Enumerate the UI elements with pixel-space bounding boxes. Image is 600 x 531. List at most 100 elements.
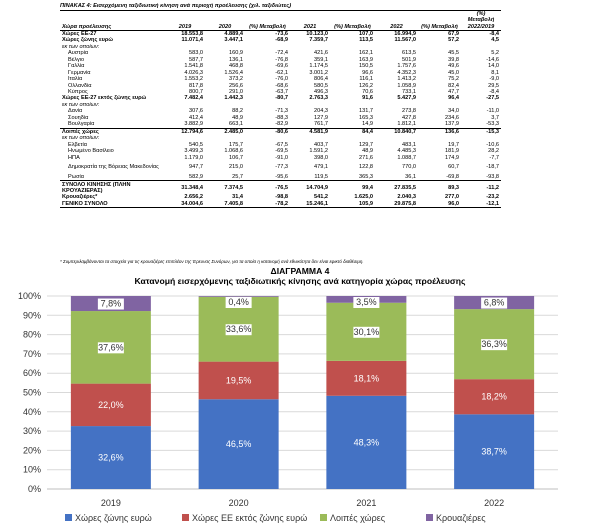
- table-cell: 39,8: [448, 56, 459, 63]
- table-cell: 817,8: [189, 82, 203, 89]
- table-row: Γερμανία 4.026,3 1.526,4 -62,1 3.001,2 96,6 4.…: [60, 70, 501, 76]
- data-label-box: [225, 297, 252, 308]
- table-cell: 99,4: [330, 180, 375, 195]
- table-cell: 96,4: [448, 95, 459, 102]
- table-cell: 11.567,0: [394, 37, 416, 44]
- table-header: Χώρα προέλευσης 2019 2020 (%) Μεταβολή 2021(…: [60, 10, 501, 31]
- table-cell: 1.812,1: [397, 121, 416, 128]
- table-cell: 1.174,5: [309, 63, 328, 70]
- table-cell: 45,0: [448, 69, 459, 76]
- table-cell: 126,2: [359, 82, 373, 89]
- table-row: Κρουαζιέρες* 2.656,2 31,4 -98,8 541,2 1.625,0…: [60, 194, 501, 200]
- table-cell: 29.875,8: [375, 200, 418, 209]
- table-row: Βέλγιο 587,7 136,1 -76,8 359,1 163,9 501,9 39,8…: [60, 57, 501, 63]
- table-cell: -15,3: [461, 127, 501, 136]
- bar-segment: [198, 296, 279, 297]
- table-cell: 84,4: [330, 127, 375, 136]
- table-cell: 7.359,7: [309, 37, 328, 44]
- table-cell: 10.840,7: [375, 127, 418, 136]
- table-cell: -53,3: [486, 121, 499, 128]
- table-cell: 16.994,9: [394, 30, 416, 37]
- table-cell: 34.004,6: [165, 200, 205, 209]
- table-cell: 107,0: [359, 30, 373, 37]
- table-cell: 162,1: [359, 50, 373, 57]
- table-cell: -76,0: [275, 76, 288, 83]
- row-label: εκ των οποίων:: [62, 135, 100, 142]
- table-cell: 2.763,3: [309, 95, 328, 102]
- y-tick-label: 60%: [23, 368, 41, 378]
- table-cell: -98,8: [275, 194, 288, 201]
- data-label: 38,7%: [481, 447, 507, 457]
- table-cell: 29,5: [488, 82, 499, 89]
- data-label-box: [97, 298, 124, 310]
- table-row: εκ των οποίων:: [60, 135, 501, 141]
- table-cell: 663,1: [229, 121, 243, 128]
- data-label: 6,8%: [484, 298, 505, 308]
- table-cell: 483,1: [402, 141, 416, 148]
- table-cell: 136,1: [229, 56, 243, 63]
- table-cell: 10.123,0: [306, 30, 328, 37]
- data-label-box: [353, 326, 380, 338]
- table-cell: 580,5: [314, 82, 328, 89]
- table-cell: -73,6: [275, 30, 288, 37]
- table-row: Χώρες ζώνης ευρώ 11.071,4 3.447,1 -68,9 7.35…: [60, 37, 501, 43]
- row-label: Χώρες ΕΕ-27: [62, 30, 97, 37]
- bar-segment: [454, 414, 535, 489]
- table-cell: 113,5: [359, 37, 373, 44]
- table-cell: 256,6: [229, 82, 243, 89]
- table-row: Χώρες ΕΕ-27 εκτός ζώνης ευρώ 7.482,4 1.442…: [60, 95, 501, 101]
- data-label: 36,3%: [481, 339, 507, 349]
- table-cell: 806,4: [314, 76, 328, 83]
- table-cell: 4.026,3: [184, 69, 203, 76]
- table-cell: -12,1: [461, 200, 501, 209]
- table-cell: 770,0: [402, 164, 416, 171]
- table-cell: 181,9: [445, 148, 459, 155]
- table-cell: 105,9: [330, 200, 375, 209]
- table-cell: 116,1: [359, 76, 373, 83]
- row-label: Χώρες ΕΕ-27 εκτός ζώνης ευρώ: [62, 95, 147, 102]
- column-header: (%) Μεταβολή 2022/2019: [461, 10, 501, 31]
- legend-label: Χώρες ζώνης ευρώ: [75, 513, 152, 523]
- table-cell: 48,9: [232, 114, 243, 121]
- table-cell: 57,2: [448, 37, 459, 44]
- table-cell: 136,6: [418, 127, 461, 136]
- table-cell: 1.757,6: [397, 63, 416, 70]
- legend-label: Κρουαζιέρες: [436, 513, 486, 523]
- table-cell: 96,0: [418, 200, 461, 209]
- table-cell: 27.835,5: [375, 180, 418, 195]
- row-label: εκ των οποίων:: [62, 101, 100, 108]
- table-cell: 800,7: [189, 88, 203, 95]
- row-label: ΓΕΝΙΚΟ ΣΥΝΟΛΟ: [60, 200, 165, 209]
- table-cell: -68,6: [275, 82, 288, 89]
- row-label: Ρωσία: [68, 173, 85, 180]
- table-cell: 234,6: [445, 114, 459, 121]
- stacked-bar-chart: 0% 10% 20% 30% 40% 50% 60% 70% 80% 90% 100% 32,6% 22…: [18, 291, 558, 523]
- table-cell: 582,9: [189, 173, 203, 180]
- table-cell: 75,2: [448, 76, 459, 83]
- table-cell: 2.485,0: [205, 127, 245, 136]
- table-cell: 1.068,6: [224, 148, 243, 155]
- data-label: 0,4%: [228, 297, 249, 307]
- row-label: Δανία: [68, 108, 83, 115]
- table-cell: 3,7: [491, 114, 499, 121]
- bar-segment: [70, 383, 151, 427]
- table-cell: 1.553,2: [184, 76, 203, 83]
- table-cell: 7.405,8: [205, 200, 245, 209]
- row-label: εκ των οποίων:: [62, 43, 100, 50]
- x-category-label: 2020: [229, 498, 249, 508]
- table-cell: 5,2: [491, 50, 499, 57]
- y-tick-label: 90%: [23, 310, 41, 320]
- table-cell: 14,9: [362, 121, 373, 128]
- table-cell: 1.442,3: [224, 95, 243, 102]
- y-tick-label: 40%: [23, 407, 41, 417]
- table-cell: 7.374,5: [205, 180, 245, 195]
- table-cell: 365,3: [359, 173, 373, 180]
- table-cell: 215,0: [229, 164, 243, 171]
- table-cell: 3.001,2: [309, 69, 328, 76]
- table-cell: -71,3: [275, 108, 288, 115]
- data-label: 22,0%: [98, 400, 124, 410]
- table-cell: -11,0: [486, 108, 499, 115]
- row-label: ΗΠΑ: [68, 154, 80, 161]
- row-label: Ολλανδία: [68, 82, 92, 89]
- table-header-row: Χώρα προέλευσης 2019 2020 (%) Μεταβολή 2021(…: [60, 10, 501, 31]
